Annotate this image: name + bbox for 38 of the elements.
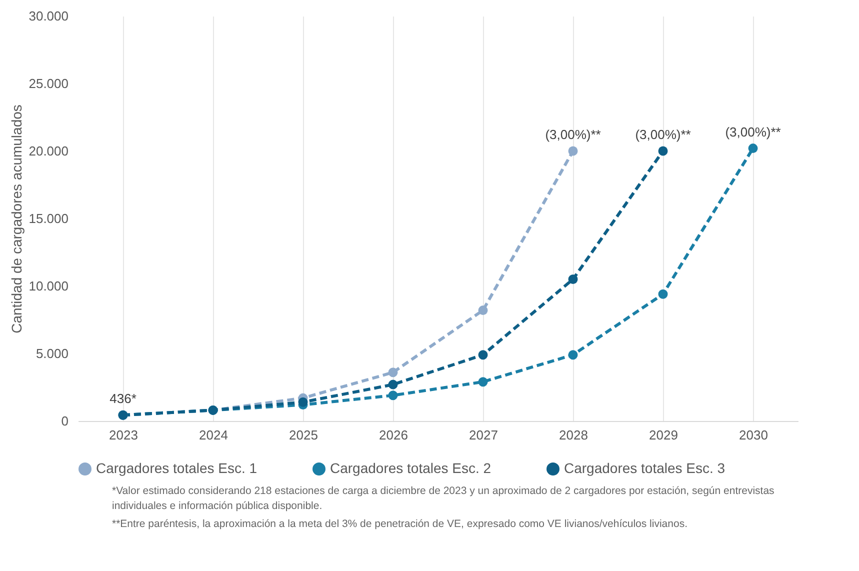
x-tick-label: 2024 [199,428,228,442]
point [388,380,398,390]
legend-label: Cargadores totales Esc. 1 [96,460,258,476]
annotation: 436* [110,391,136,406]
point [388,390,398,400]
y-axis-title: Cantidad de cargadores acumulados [8,104,25,334]
point [478,377,488,387]
point [568,274,578,284]
point [568,146,578,156]
annotation: (3,00%)** [635,127,691,142]
point [568,350,578,360]
x-tick-label: 2030 [739,428,768,442]
annotation: (3,00%)** [545,127,601,142]
y-tick-label: 20.000 [28,144,68,158]
x-tick-label: 2027 [469,428,498,442]
annotation: (3,00%)** [725,124,781,140]
y-tick-label: 0 [61,414,68,428]
point [658,289,668,299]
legend-label: Cargadores totales Esc. 3 [564,460,726,476]
point [658,146,668,156]
y-tick-label: 15.000 [28,211,68,226]
text: *Valor estimado considerando 218 estaciones de carga a diciembre de 2023 y un aproximado de 2 cargadores por estación, según entrevistas individuales e información pública disponible. [112,484,776,514]
x-tick-label: 2025 [289,428,318,442]
legend-label: Cargadores totales Esc. 2 [330,460,492,476]
point [748,144,758,154]
point [478,350,488,360]
x-tick-label: 2026 [379,428,408,442]
y-tick-label: 25.000 [28,76,68,91]
x-tick-label: 2028 [559,428,588,442]
point [388,368,398,378]
y-tick-label: 30.000 [28,8,68,24]
point [298,397,308,407]
x-tick-label: 2029 [649,428,678,442]
text: **Entre paréntesis, la aproximación a la meta del 3% de penetración de VE, expresado como VE livianos/vehículos livianos. [112,517,688,532]
x-tick-label: 2023 [109,428,138,442]
y-tick-label: 5.000 [36,346,68,361]
y-tick-label: 10.000 [28,278,68,294]
point [478,306,488,316]
